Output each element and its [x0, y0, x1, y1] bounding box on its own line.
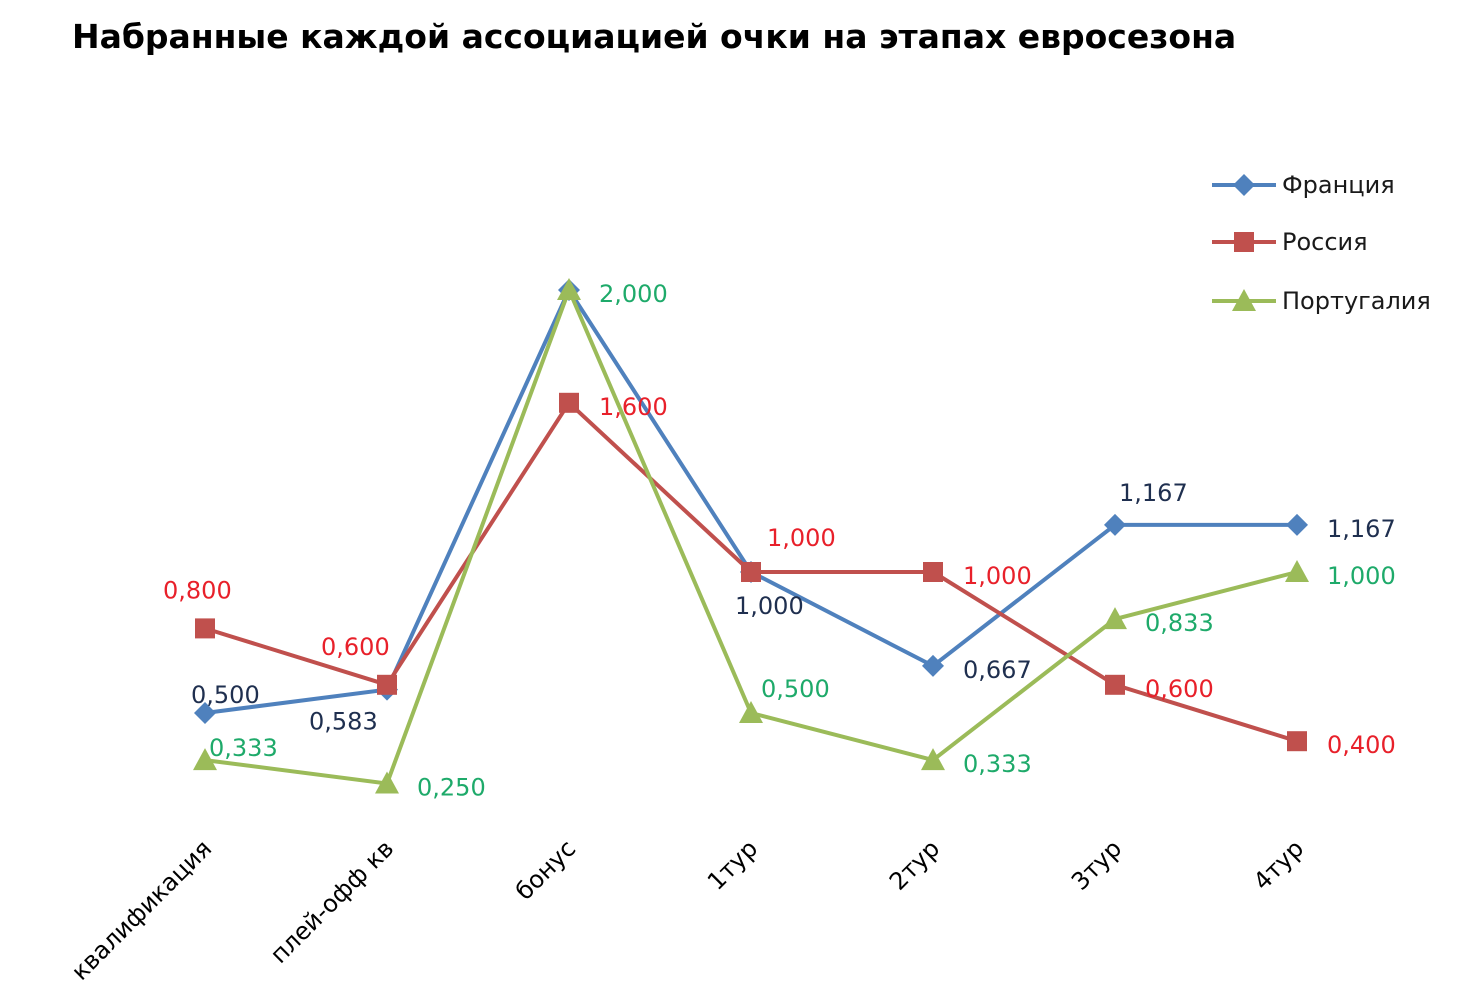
data-point [377, 674, 397, 695]
data-point [559, 392, 579, 413]
data-point [1105, 674, 1125, 695]
data-point [922, 654, 944, 677]
data-label: 2,000 [599, 280, 668, 308]
data-label: 0,500 [191, 681, 260, 709]
data-label: 0,333 [963, 750, 1032, 778]
legend-marker [1233, 174, 1255, 196]
x-tick-label: плей-офф кв [265, 834, 399, 968]
data-labels-layer: 0,500 0,583 1,000 0,667 1,167 1,167 0,800 0,600… [163, 280, 1396, 802]
data-point [739, 701, 763, 723]
legend: Франция Россия Португалия [1212, 171, 1431, 315]
series-2 [195, 392, 1307, 752]
legend-label: Россия [1282, 228, 1368, 256]
legend-item: Франция [1212, 171, 1395, 199]
series-3 [193, 278, 1309, 794]
x-tick-label: 2тур [884, 834, 945, 895]
data-point [195, 618, 215, 639]
data-label: 0,667 [963, 656, 1032, 684]
data-label: 0,333 [209, 734, 278, 762]
data-label: 1,000 [735, 592, 804, 620]
data-point [1104, 513, 1126, 536]
data-point [921, 748, 945, 771]
x-tick-label: бонус [510, 834, 581, 905]
data-point [1287, 731, 1307, 752]
data-label: 0,600 [1145, 675, 1214, 703]
data-point [194, 702, 216, 724]
data-label: 1,000 [1327, 562, 1396, 590]
x-tick-label: 3тур [1066, 834, 1127, 895]
legend-label: Франция [1282, 171, 1395, 199]
data-label: 0,500 [761, 675, 830, 703]
x-tick-label: квалификация [66, 834, 217, 985]
data-point [1103, 607, 1127, 630]
x-tick-label: 4тур [1248, 834, 1309, 895]
data-point [741, 562, 761, 582]
data-point [923, 562, 943, 582]
x-axis-ticks: квалификация плей-офф кв бонус 1тур 2тур 3тур… [66, 834, 1309, 985]
legend-marker [1234, 232, 1254, 252]
data-label: 0,250 [417, 774, 486, 802]
data-label: 0,583 [309, 708, 378, 736]
data-point [557, 278, 581, 300]
data-point [375, 771, 399, 794]
data-label: 1,000 [963, 562, 1032, 590]
data-point [1286, 513, 1308, 536]
data-label: 1,167 [1119, 479, 1188, 507]
data-point [1285, 560, 1309, 582]
data-label: 1,167 [1327, 515, 1396, 543]
legend-item: Россия [1212, 228, 1368, 256]
series-layer [193, 278, 1309, 794]
data-label: 0,833 [1145, 609, 1214, 637]
data-label: 0,800 [163, 576, 232, 604]
data-point [193, 748, 217, 771]
data-label: 0,400 [1327, 731, 1396, 759]
legend-label: Португалия [1282, 287, 1431, 315]
data-label: 1,600 [599, 393, 668, 421]
legend-item: Португалия [1212, 287, 1431, 315]
chart-title: Набранные каждой ассоциацией очки на эта… [72, 17, 1236, 56]
data-label: 1,000 [767, 524, 836, 552]
legend-marker [1232, 289, 1256, 311]
x-tick-label: 1тур [702, 834, 763, 895]
data-label: 0,600 [321, 633, 390, 661]
